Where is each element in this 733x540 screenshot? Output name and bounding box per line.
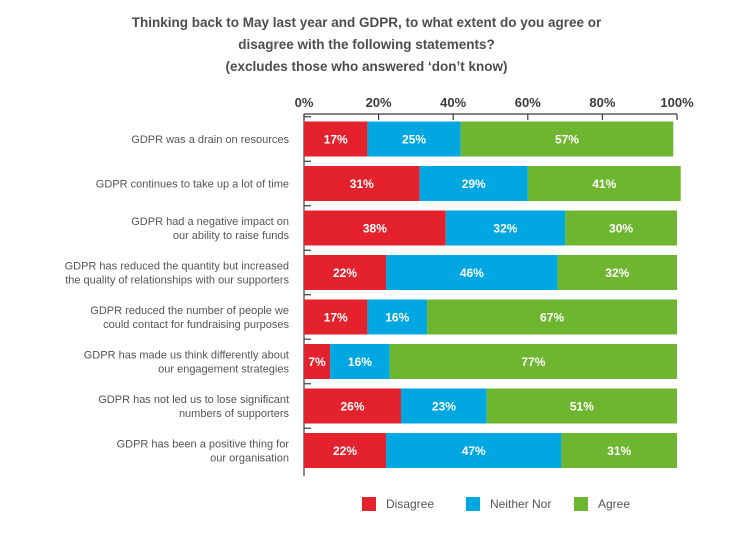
data-label: 16% xyxy=(385,311,409,325)
legend-label: Disagree xyxy=(386,497,435,511)
x-tick-label: 40% xyxy=(440,95,466,110)
bar-segment-disagree xyxy=(304,344,331,379)
bar-segment-agree xyxy=(486,388,677,424)
data-label: 38% xyxy=(363,222,387,236)
bar-segment-agree xyxy=(557,255,677,290)
bar-segment-agree xyxy=(527,166,681,201)
bar-segment-disagree xyxy=(304,255,387,290)
bar-segment-neither-nor xyxy=(386,433,562,468)
bar-segment-disagree xyxy=(304,388,401,424)
data-label: 22% xyxy=(333,266,357,280)
bar-segment-agree xyxy=(565,210,677,246)
bar-segment-agree xyxy=(561,433,677,468)
legend-swatch xyxy=(466,497,480,511)
x-tick-label: 20% xyxy=(366,95,392,110)
data-label: 32% xyxy=(493,222,517,236)
category-label: GDPR has not led us to lose significant xyxy=(98,394,289,406)
data-label: 67% xyxy=(540,311,564,325)
legend-item-neither-nor: Neither Nor xyxy=(466,497,551,511)
category-label: numbers of supporters xyxy=(179,408,290,420)
bar-segment-disagree xyxy=(304,433,387,468)
bar-segment-neither-nor xyxy=(445,210,566,246)
legend-swatch xyxy=(362,497,376,511)
category-label: GDPR has made us think differently about xyxy=(84,350,289,362)
data-label: 17% xyxy=(324,133,348,147)
x-tick-label: 60% xyxy=(515,95,541,110)
chart-title: Thinking back to May last year and GDPR,… xyxy=(0,12,733,78)
category-label: GDPR has reduced the quantity but increa… xyxy=(65,261,289,273)
data-label: 77% xyxy=(521,355,545,369)
data-label: 22% xyxy=(333,444,357,458)
bar-segment-neither-nor xyxy=(330,344,390,379)
legend-item-disagree: Disagree xyxy=(362,497,434,511)
category-label: our organisation xyxy=(210,453,289,465)
data-label: 31% xyxy=(350,177,374,191)
legend-label: Agree xyxy=(598,497,631,511)
data-label: 41% xyxy=(592,177,616,191)
bar-segment-agree xyxy=(389,344,677,379)
data-label: 26% xyxy=(340,400,364,414)
x-tick-label: 80% xyxy=(589,95,615,110)
chart-title-line-2: disagree with the following statements? xyxy=(238,37,495,52)
chart-legend: Disagree Neither Nor Agree xyxy=(0,497,733,517)
category-label: GDPR was a drain on resources xyxy=(131,134,289,146)
data-label: 51% xyxy=(570,400,594,414)
category-label: GDPR had a negative impact on xyxy=(131,216,289,228)
data-label: 46% xyxy=(460,266,484,280)
bar-segment-neither-nor xyxy=(367,299,428,335)
bar-segment-disagree xyxy=(304,166,420,201)
bar-segment-disagree xyxy=(304,299,368,335)
chart-title-line-3: (excludes those who answered ‘don’t know… xyxy=(225,59,508,74)
data-label: 25% xyxy=(402,133,426,147)
category-label: GDPR has been a positive thing for xyxy=(117,439,290,451)
data-label: 29% xyxy=(462,177,486,191)
category-label: GDPR continues to take up a lot of time xyxy=(96,179,289,191)
category-label: could contact for fundraising purposes xyxy=(103,319,289,331)
data-label: 7% xyxy=(308,355,326,369)
x-tick-label: 100% xyxy=(660,95,694,110)
data-label: 57% xyxy=(555,133,579,147)
bar-segment-neither-nor xyxy=(400,388,487,424)
chart-title-line-1: Thinking back to May last year and GDPR,… xyxy=(131,15,602,30)
legend-item-agree: Agree xyxy=(574,497,630,511)
bar-segment-agree xyxy=(460,121,674,157)
category-label: the quality of relationships with our su… xyxy=(65,275,289,287)
legend-swatch xyxy=(574,497,588,511)
bar-segment-disagree xyxy=(304,210,446,246)
category-label: our engagement strategies xyxy=(158,364,289,376)
bar-segment-neither-nor xyxy=(419,166,528,201)
data-label: 47% xyxy=(462,444,486,458)
legend-label: Neither Nor xyxy=(490,497,552,511)
bar-segment-disagree xyxy=(304,121,368,157)
data-label: 30% xyxy=(609,222,633,236)
bar-segment-agree xyxy=(427,299,677,335)
category-label: GDPR reduced the number of people we xyxy=(90,305,289,317)
data-label: 16% xyxy=(348,355,372,369)
data-label: 17% xyxy=(324,311,348,325)
x-tick-label: 0% xyxy=(295,95,314,110)
bar-segment-neither-nor xyxy=(367,121,461,157)
bar-segment-neither-nor xyxy=(386,255,558,290)
category-label: our ability to raise funds xyxy=(173,230,290,242)
data-label: 23% xyxy=(432,400,456,414)
data-label: 31% xyxy=(607,444,631,458)
data-label: 32% xyxy=(605,266,629,280)
